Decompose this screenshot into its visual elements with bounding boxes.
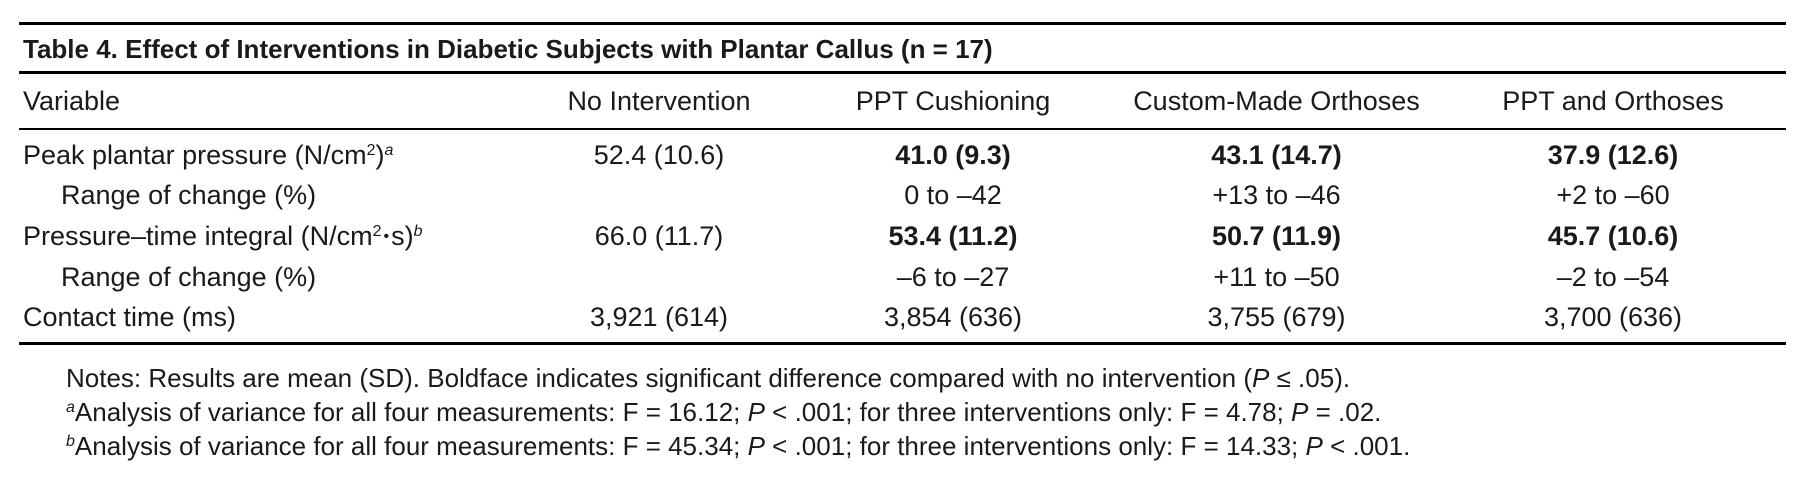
table-cell: 3,921 (614) bbox=[589, 302, 729, 333]
header-row: Variable No Intervention PPT Cushioning … bbox=[19, 74, 1786, 128]
table-cell: 41.0 (9.3) bbox=[895, 139, 1011, 170]
table-cell: +2 to –60 bbox=[1556, 180, 1670, 211]
header-no-intervention: No Intervention bbox=[567, 85, 751, 116]
footnote-marker: a bbox=[384, 141, 394, 159]
table-cell: +13 to –46 bbox=[1212, 180, 1341, 211]
row-label: Pressure–time integral (N/cm2 •s)b bbox=[23, 220, 423, 251]
note-general: Notes: Results are mean (SD). Boldface i… bbox=[66, 363, 1351, 393]
header-ppt-and-orthoses: PPT and Orthoses bbox=[1502, 85, 1724, 116]
table-cell: +11 to –50 bbox=[1213, 261, 1340, 292]
table-cell: 3,755 (679) bbox=[1207, 302, 1346, 333]
header-ppt-cushioning: PPT Cushioning bbox=[855, 85, 1051, 116]
row-label: Contact time (ms) bbox=[23, 302, 237, 333]
row-label: Range of change (%) bbox=[61, 180, 317, 211]
bottom-rule bbox=[19, 341, 1786, 345]
row-label: Peak plantar pressure (N/cm2)a bbox=[23, 139, 394, 170]
table-body: Peak plantar pressure (N/cm2)a 52.4 (10.… bbox=[19, 130, 1786, 342]
table-notes: Notes: Results are mean (SD). Boldface i… bbox=[66, 361, 1410, 463]
table-row: Peak plantar pressure (N/cm2)a 52.4 (10.… bbox=[19, 135, 1786, 176]
row-label: Range of change (%) bbox=[61, 261, 317, 292]
table-cell: 3,700 (636) bbox=[1543, 302, 1683, 333]
header-rule bbox=[19, 128, 1786, 130]
caption-rule bbox=[19, 71, 1786, 74]
note-footnote-b: bAnalysis of variance for all four measu… bbox=[66, 431, 1411, 461]
table-caption: Table 4. Effect of Interventions in Diab… bbox=[23, 34, 993, 64]
table-cell: 52.4 (10.6) bbox=[593, 139, 725, 170]
table-cell: 3,854 (636) bbox=[883, 302, 1023, 333]
table-row: Pressure–time integral (N/cm2 •s)b 66.0 (… bbox=[19, 216, 1786, 257]
table-row: Range of change (%) 0 to –42 +13 to –46 … bbox=[19, 176, 1786, 217]
table-cell: 66.0 (11.7) bbox=[594, 220, 724, 251]
top-rule bbox=[19, 22, 1786, 25]
table-cell: 50.7 (11.9) bbox=[1211, 220, 1342, 251]
footnote-marker: b bbox=[413, 222, 423, 240]
note-footnote-a: aAnalysis of variance for all four measu… bbox=[66, 397, 1382, 427]
table-cell: 0 to –42 bbox=[904, 180, 1002, 211]
table-cell: –2 to –54 bbox=[1556, 261, 1670, 292]
table-row: Range of change (%) –6 to –27 +11 to –50… bbox=[19, 257, 1786, 298]
table-cell: 45.7 (10.6) bbox=[1547, 220, 1679, 251]
table-cell: 53.4 (11.2) bbox=[888, 220, 1018, 251]
header-variable: Variable bbox=[23, 85, 121, 116]
table-cell: –6 to –27 bbox=[896, 261, 1010, 292]
data-table: Table 4. Effect of Interventions in Diab… bbox=[19, 22, 1786, 345]
table-cell: 37.9 (12.6) bbox=[1547, 139, 1679, 170]
table-row: Contact time (ms) 3,921 (614) 3,854 (636… bbox=[19, 297, 1786, 338]
header-custom-orthoses: Custom-Made Orthoses bbox=[1133, 85, 1420, 116]
table-cell: 43.1 (14.7) bbox=[1211, 139, 1342, 170]
